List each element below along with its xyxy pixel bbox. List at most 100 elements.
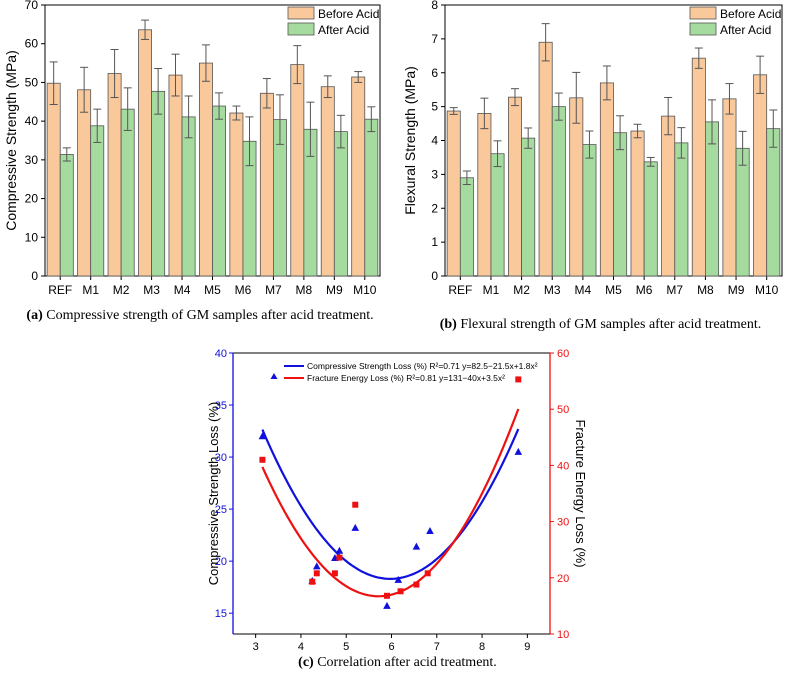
- bar-after-m1: [90, 125, 105, 277]
- data-point-compressive: [335, 546, 344, 554]
- legend-label: Before Acid: [318, 7, 379, 21]
- bar-after-m6: [643, 161, 658, 277]
- y-tick-label: 5: [431, 100, 438, 114]
- data-point-fracture: [331, 570, 338, 577]
- x-tick-label: REF: [48, 283, 72, 297]
- bar-after-m10: [364, 118, 379, 277]
- bar-before-m6: [630, 130, 645, 277]
- bar-after-m1: [490, 153, 505, 277]
- x-tick-label: M1: [82, 283, 99, 297]
- y-tick-label: 40: [25, 114, 39, 128]
- y-tick-label: 1: [431, 235, 438, 249]
- bar-after-m9: [735, 147, 750, 277]
- caption-b-label: (b): [439, 317, 457, 332]
- right-y-axis-label: Fracture Energy Loss (%): [573, 419, 588, 567]
- y-tick-label: 7: [431, 32, 438, 46]
- bar-after-m2: [521, 137, 536, 277]
- caption-b: (b) Flexural strength of GM samples afte…: [408, 316, 793, 333]
- y-tick-label: 0: [31, 269, 38, 283]
- bar-after-m9: [333, 131, 348, 277]
- bar-after-m8: [705, 121, 719, 277]
- legend-swatch: [689, 6, 717, 20]
- x-tick-label: M2: [513, 283, 530, 297]
- data-point-fracture: [309, 578, 316, 585]
- y-tick-label: 10: [25, 230, 39, 244]
- x-tick-label: 4: [298, 641, 304, 650]
- chart-flexural-strength: 0 1 2 3 4 5 6 7 8 REF M1 M2 M3 M4 M5 M6 M7 M8 M9 M10 Flexura…: [405, 0, 783, 297]
- x-tick-label: M6: [235, 283, 252, 297]
- bar-before-m10: [351, 76, 366, 277]
- bar-before-m3: [538, 41, 553, 277]
- y-tick-label: 30: [25, 153, 39, 167]
- legend-swatch: [287, 22, 315, 36]
- x-tick-label: M4: [575, 283, 592, 297]
- bar-after-ref: [459, 177, 474, 277]
- right-y-tick-label: 60: [557, 348, 569, 360]
- data-point-compressive: [383, 601, 391, 609]
- data-point-compressive: [394, 575, 403, 583]
- chart-correlation: 3 4 5 6 7 8 9 15 20 25 30 35 40 10 20 30 40 50 60 Compressi…: [206, 348, 588, 650]
- data-point-fracture: [424, 570, 431, 577]
- data-point-fracture: [259, 456, 266, 463]
- bar-before-m5: [599, 82, 614, 277]
- x-tick-label: M3: [544, 283, 561, 297]
- y-tick-label: 3: [431, 167, 438, 181]
- left-y-tick-label: 35: [215, 400, 227, 412]
- fit-curve-compressive: [261, 428, 520, 581]
- x-tick-label: REF: [448, 283, 472, 297]
- bar-before-m8: [290, 64, 305, 277]
- x-tick-label: M3: [143, 283, 160, 297]
- legend-swatch: [689, 22, 717, 36]
- legend-marker-compressive: [270, 373, 278, 379]
- caption-a-label: (a): [26, 308, 43, 323]
- legend-label-fracture: Fracture Energy Loss (%) R²=0.81 y=131−4…: [307, 373, 505, 383]
- bar-before-m9: [722, 98, 737, 277]
- bar-before-m7: [661, 115, 676, 277]
- legend-label: After Acid: [318, 23, 369, 37]
- legend-label: After Acid: [720, 23, 771, 37]
- right-y-tick-label: 20: [557, 573, 569, 585]
- left-y-tick-label: 25: [215, 504, 227, 516]
- bar-after-m10: [766, 128, 781, 277]
- legend-label-compressive: Compressive Strength Loss (%) R²=0.71 y=…: [307, 361, 538, 371]
- data-point-fracture: [397, 588, 404, 595]
- x-tick-label: M2: [113, 283, 130, 297]
- y-axis-label: Flexural Strength (MPa): [405, 66, 418, 215]
- x-tick-label: M9: [326, 283, 343, 297]
- bar-after-m4: [582, 144, 597, 277]
- fit-curve-fracture: [261, 408, 520, 598]
- data-point-compressive: [312, 562, 321, 570]
- legend-label: Before Acid: [720, 7, 781, 21]
- bar-after-m2: [120, 108, 135, 277]
- bar-after-m3: [551, 106, 566, 277]
- bar-before-m6: [229, 112, 244, 277]
- y-tick-label: 2: [431, 201, 438, 215]
- data-point-compressive: [351, 523, 360, 531]
- x-tick-label: 7: [434, 641, 440, 650]
- x-tick-label: M4: [174, 283, 191, 297]
- chart-compressive-strength: 0 10 20 30 40 50 60 70 REF M1 M2 M3 M4 M5 M6 M7 M8 M9 M10 C…: [3, 0, 381, 297]
- y-tick-label: 70: [25, 0, 39, 12]
- right-y-tick-label: 50: [557, 404, 569, 416]
- bar-before-m4: [168, 74, 183, 277]
- x-tick-label: M8: [296, 283, 313, 297]
- right-y-tick-label: 10: [557, 629, 569, 641]
- right-y-tick-label: 30: [557, 517, 569, 529]
- bar-after-m4: [181, 116, 196, 277]
- bar-before-m8: [691, 57, 706, 277]
- caption-c: (c) Correlation after acid treatment.: [200, 654, 595, 671]
- data-point-compressive: [426, 526, 434, 534]
- x-tick-label: M10: [353, 283, 377, 297]
- bar-before-m9: [320, 86, 335, 277]
- y-axis-label: Compressive Strength (MPa): [3, 50, 19, 231]
- data-point-fracture: [383, 592, 390, 599]
- x-tick-label: M5: [605, 283, 622, 297]
- x-tick-label: M1: [483, 283, 500, 297]
- data-point-fracture: [313, 570, 320, 577]
- bar-before-m3: [138, 29, 152, 277]
- data-point-fracture: [515, 376, 522, 383]
- y-tick-label: 60: [25, 37, 39, 51]
- x-tick-label: M7: [265, 283, 282, 297]
- x-tick-label: 3: [253, 641, 259, 650]
- x-tick-label: 6: [388, 641, 394, 650]
